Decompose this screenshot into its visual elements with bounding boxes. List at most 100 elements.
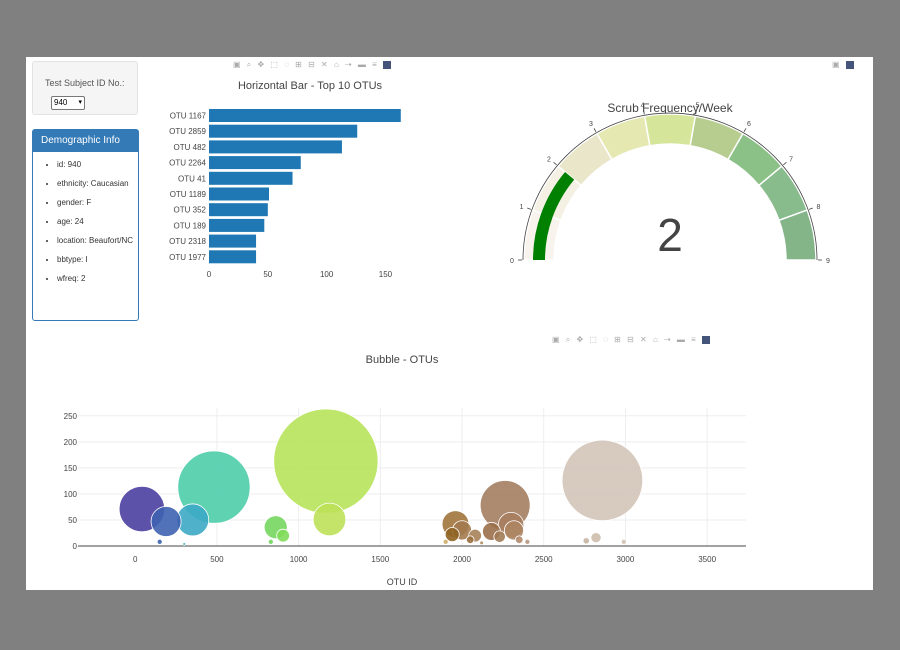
bubble-point (582, 537, 590, 545)
bubble-chart-modebar[interactable]: ▣ ⌕ ✥ ⬚ ◌ ⊞ ⊟ ✕ ⌂ ⇢ ▬ ≡ (552, 335, 711, 345)
plotly-logo-icon[interactable] (845, 60, 854, 69)
gauge-band (643, 113, 697, 147)
gauge-tick (553, 161, 557, 166)
bubble-point (524, 538, 531, 545)
bubble-point (444, 527, 460, 542)
bar-category-label: OTU 41 (178, 174, 207, 183)
gauge-tick (808, 207, 813, 210)
chevron-down-icon: ▾ (78, 99, 82, 106)
subject-selector-label: Test Subject ID No.: (45, 78, 125, 88)
bubble-point (503, 520, 524, 541)
bubble-point (182, 542, 187, 546)
y-tick-label: 150 (64, 464, 78, 473)
bar-category-label: OTU 352 (174, 206, 207, 215)
gauge-axis-arc (522, 112, 818, 261)
demographic-info-list: id: 940 ethnicity: Caucasian gender: F a… (33, 160, 138, 284)
gauge-modebar[interactable]: ▣ (832, 60, 854, 69)
bubble-point (442, 538, 449, 545)
bar-category-label: OTU 1977 (169, 253, 206, 262)
demographic-item: gender: F (57, 198, 138, 208)
subject-selector-well: Test Subject ID No.: 940 ▾ (32, 61, 138, 115)
bubble-point (590, 532, 602, 544)
bubble-point (561, 439, 644, 522)
gauge-tick (593, 128, 597, 133)
gauge-tick-label: 9 (826, 258, 830, 265)
bar-chart-title: Horizontal Bar - Top 10 OTUs (238, 80, 383, 92)
y-tick-label: 100 (64, 490, 78, 499)
gauge-tick-label: 8 (817, 204, 821, 211)
gauge-tick-label: 4 (641, 102, 645, 109)
demographic-item: ethnicity: Caucasian (57, 179, 138, 189)
demographic-item: bbtype: I (57, 255, 138, 265)
camera-icon[interactable]: ▣ (832, 60, 842, 69)
bubble-point (479, 540, 484, 546)
bar (209, 250, 257, 264)
y-tick-label: 50 (68, 516, 77, 525)
gauge-value-bar (533, 171, 575, 260)
bar-category-label: OTU 482 (174, 143, 207, 152)
bar-category-label: OTU 2264 (169, 159, 206, 168)
modebar-buttons[interactable]: ▣ ⌕ ✥ ⬚ ◌ ⊞ ⊟ ✕ ⌂ ⇢ ▬ ≡ (552, 335, 698, 344)
demographic-item: id: 940 (57, 160, 138, 170)
x-tick-label: 0 (207, 270, 212, 279)
gauge-title: Scrub Frequency/Week (607, 101, 733, 115)
x-tick-label: 150 (379, 270, 393, 279)
bar-chart: Horizontal Bar - Top 10 OTUs OTU 1167 OTU… (169, 80, 401, 279)
bubble-point (273, 408, 379, 514)
dashboard-page: Test Subject ID No.: 940 ▾ Demographic I… (26, 57, 873, 590)
demographic-info-title: Demographic Info (33, 130, 138, 152)
gauge-tick (743, 128, 747, 133)
bar (209, 140, 342, 154)
bar-category-label: OTU 1189 (170, 190, 207, 199)
x-tick-label: 500 (210, 555, 224, 564)
plotly-logo-icon[interactable] (702, 335, 711, 344)
x-tick-label: 0 (133, 555, 138, 564)
bar (209, 203, 268, 217)
bubble-point (493, 530, 506, 543)
gauge-tick (643, 110, 645, 115)
bar-chart-modebar[interactable]: ▣ ⌕ ✥ ⬚ ◌ ⊞ ⊟ ✕ ⌂ ⇢ ▬ ≡ (233, 60, 392, 70)
x-tick-label: 1000 (290, 555, 308, 564)
bar (209, 156, 301, 170)
bar-category-label: OTU 189 (174, 221, 207, 230)
x-tick-label: 50 (263, 270, 272, 279)
gauge-tick-label: 6 (747, 121, 751, 128)
bubble-point (620, 538, 627, 545)
gauge-tick (783, 161, 787, 166)
gauge-tick-label: 3 (589, 121, 593, 128)
gauge-tick-label: 1 (520, 204, 524, 211)
bubble-point (514, 535, 524, 544)
y-tick-label: 0 (73, 542, 78, 551)
bar (209, 234, 257, 248)
bar (209, 218, 265, 232)
subject-id-select[interactable]: 940 ▾ (51, 96, 85, 110)
demographic-info-panel: Demographic Info id: 940 ethnicity: Cauc… (32, 129, 139, 321)
subject-id-value: 940 (54, 98, 68, 107)
bubble-point (312, 502, 347, 537)
y-tick-label: 200 (64, 438, 78, 447)
bar-category-label: OTU 2859 (169, 127, 206, 136)
gauge-tick (695, 110, 697, 115)
x-tick-label: 2000 (453, 555, 471, 564)
bubble-point (156, 538, 163, 545)
demographic-item: age: 24 (57, 217, 138, 227)
x-tick-label: 3000 (617, 555, 635, 564)
plotly-logo-icon[interactable] (383, 60, 392, 69)
modebar-buttons[interactable]: ▣ ⌕ ✥ ⬚ ◌ ⊞ ⊟ ✕ ⌂ ⇢ ▬ ≡ (233, 60, 379, 69)
bubble-chart: Bubble - OTUs 0 500 1000 1500 2000 2500 3000 35… (64, 354, 746, 587)
bar (209, 187, 269, 201)
gauge-tick-label: 7 (789, 156, 793, 163)
bar (209, 124, 358, 138)
gauge-band (778, 209, 817, 261)
bubble-point (176, 503, 210, 537)
gauge-tick (527, 207, 532, 210)
x-tick-label: 2500 (535, 555, 553, 564)
bubble-point (150, 506, 182, 537)
gauge-tick-label: 0 (510, 258, 514, 265)
gauge-chart: Scrub Frequency/Week 0 1 2 3 4 5 6 7 8 9 2 (510, 101, 830, 265)
bubble-point (465, 535, 475, 544)
bar (209, 109, 401, 122)
bar (209, 171, 293, 185)
bar-category-label: OTU 2318 (169, 237, 206, 246)
x-tick-label: 100 (320, 270, 334, 279)
